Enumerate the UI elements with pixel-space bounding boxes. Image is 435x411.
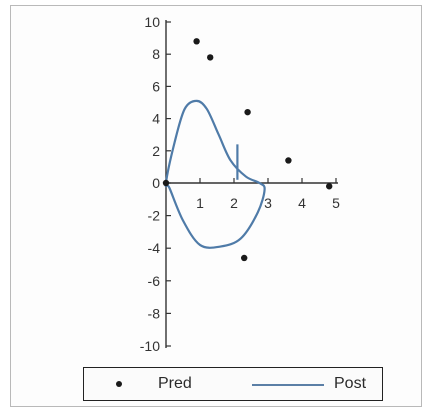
x-tick-label: 4 <box>298 195 306 211</box>
pred-data-point <box>244 108 251 116</box>
chart-frame <box>10 5 422 407</box>
legend-post-label: Post <box>334 375 367 392</box>
pred-data-point <box>162 179 170 187</box>
y-tick-label: 0 <box>152 175 160 191</box>
legend-pred-label: Pred <box>158 375 192 392</box>
y-tick-label: 6 <box>152 78 160 94</box>
post-series-line <box>164 99 266 249</box>
y-tick-label: 2 <box>152 143 160 159</box>
legend: Pred Post <box>83 367 383 401</box>
pred-data-point <box>326 183 333 190</box>
legend-pred-marker <box>116 381 122 387</box>
x-tick-label: 2 <box>230 195 238 211</box>
y-tick-label: -2 <box>148 208 161 224</box>
x-tick-label: 1 <box>196 195 204 211</box>
y-tick-label: -10 <box>140 338 160 354</box>
y-tick-label: -8 <box>148 305 161 321</box>
x-tick-label: 3 <box>264 195 272 211</box>
y-tick-label: -4 <box>148 240 161 256</box>
pred-data-point <box>193 38 200 45</box>
pred-data-point <box>241 254 248 262</box>
pred-data-point <box>207 54 214 61</box>
x-tick-label: 5 <box>332 195 340 211</box>
y-tick-label: -6 <box>148 273 161 289</box>
pred-data-point <box>285 157 292 164</box>
y-tick-label: 10 <box>144 14 160 30</box>
y-tick-label: 4 <box>152 111 160 127</box>
legend-post-marker <box>252 384 324 386</box>
y-tick-label: 8 <box>152 46 160 62</box>
